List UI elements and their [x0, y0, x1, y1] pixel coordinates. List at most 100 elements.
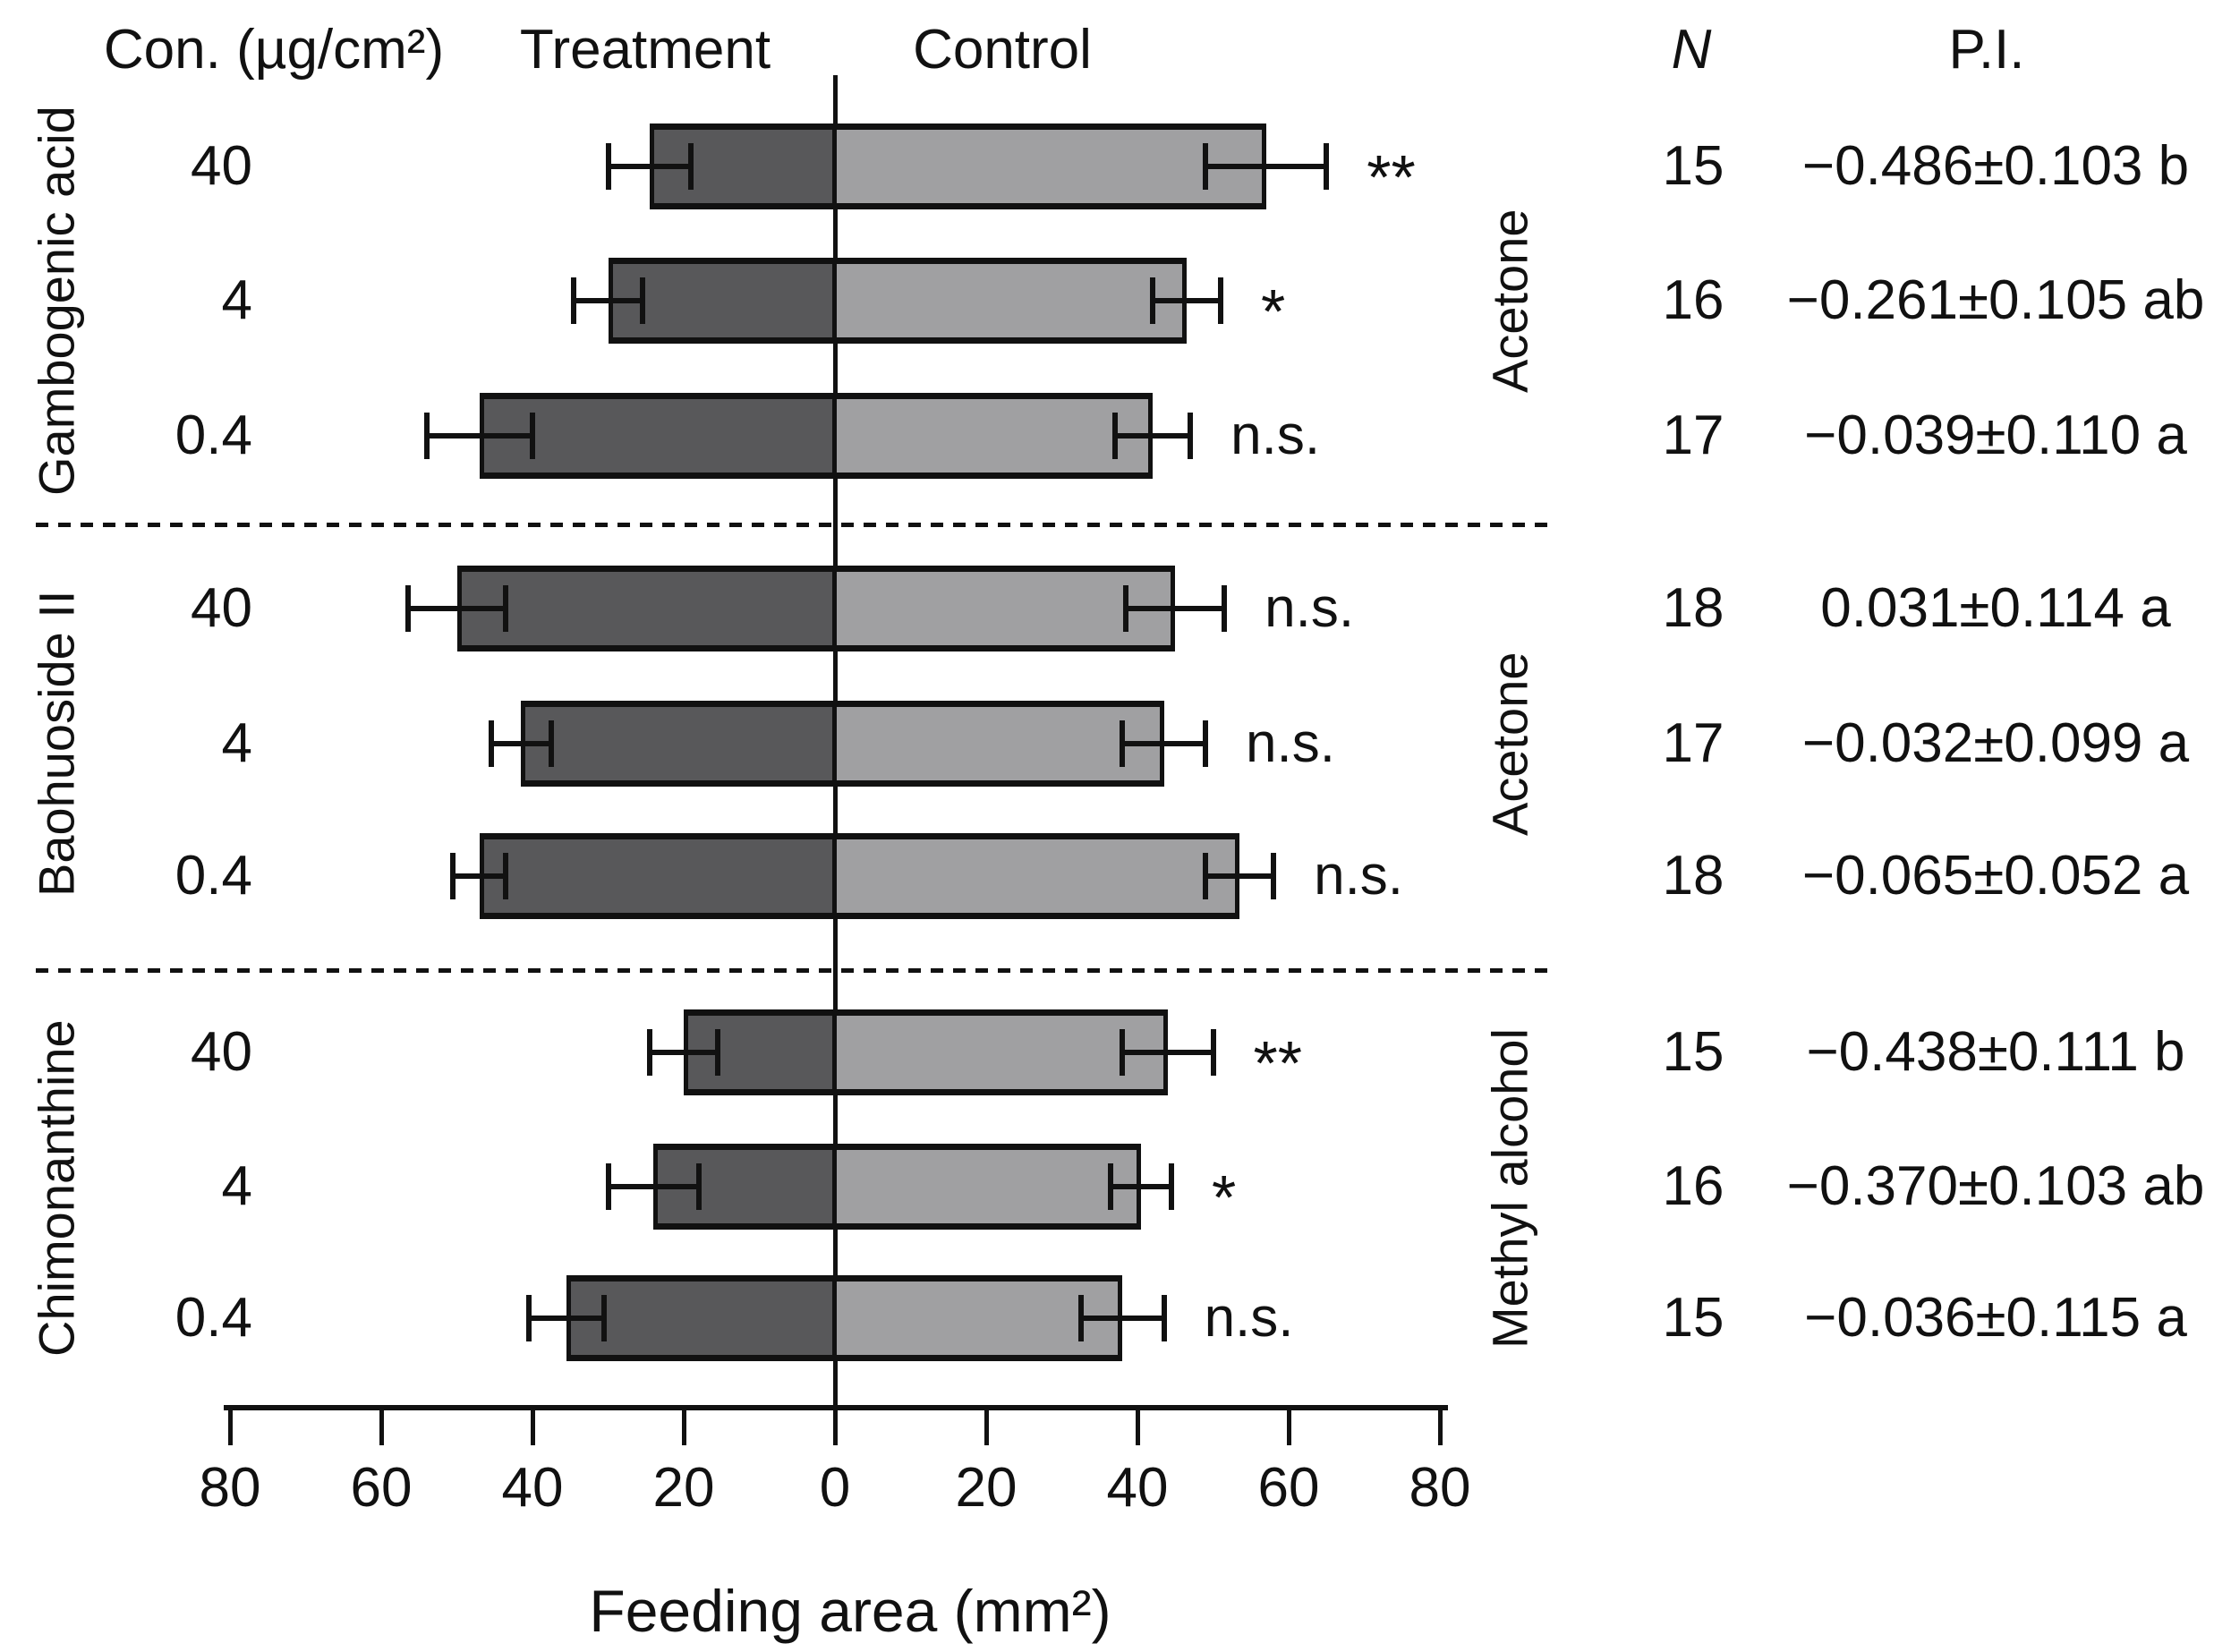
treatment-error-whisker	[649, 1050, 719, 1055]
significance-label: **	[1367, 142, 1416, 212]
control-error-cap-inner	[1123, 585, 1129, 632]
control-error-whisker	[1114, 433, 1191, 439]
treatment-error-cap-inner	[715, 1029, 721, 1076]
control-error-cap-inner	[1077, 1295, 1084, 1341]
treatment-error-cap-outer	[488, 720, 494, 767]
x-axis-tick-label: 20	[955, 1457, 1018, 1519]
x-axis-tick	[379, 1405, 384, 1445]
significance-label: n.s.	[1246, 712, 1335, 774]
x-axis-tick	[531, 1405, 535, 1445]
header-pi: P.I.	[1948, 19, 2025, 81]
x-axis-tick-label: 60	[1257, 1457, 1320, 1519]
x-axis-title: Feeding area (mm²)	[589, 1578, 1111, 1644]
control-error-whisker	[1080, 1316, 1164, 1321]
x-axis-tick-label: 40	[1106, 1457, 1169, 1519]
control-error-cap-inner	[1108, 1163, 1114, 1210]
solvent-label: Methyl alcohol	[1481, 1028, 1538, 1349]
treatment-bar	[608, 258, 838, 344]
concentration-label: 0.4	[175, 845, 252, 907]
treatment-bar	[456, 566, 838, 651]
treatment-error-cap-inner	[639, 277, 645, 324]
solvent-label: Acetone	[1481, 651, 1538, 836]
concentration-label: 0.4	[175, 1287, 252, 1349]
pi-value: 0.031±0.114 a	[1820, 577, 2171, 639]
x-axis-tick	[984, 1405, 989, 1445]
pi-value: −0.438±0.111 b	[1806, 1021, 2185, 1083]
treatment-bar	[479, 393, 838, 479]
n-value: 17	[1662, 712, 1724, 774]
control-error-cap-outer	[1271, 853, 1277, 899]
control-error-whisker	[1152, 298, 1221, 303]
header-concentration: Con. (µg/cm²)	[103, 19, 445, 81]
control-bar	[832, 1009, 1168, 1095]
header-treatment: Treatment	[519, 19, 771, 81]
significance-label: *	[1260, 277, 1286, 346]
treatment-bar	[566, 1275, 838, 1361]
treatment-error-whisker	[453, 873, 507, 879]
treatment-error-whisker	[528, 1316, 605, 1321]
solvent-label: Acetone	[1481, 209, 1538, 393]
control-bar	[832, 701, 1164, 787]
control-error-cap-outer	[1188, 413, 1194, 459]
treatment-error-cap-inner	[530, 413, 535, 459]
control-error-whisker	[1205, 873, 1274, 879]
x-axis-tick-label: 20	[652, 1457, 715, 1519]
treatment-error-cap-outer	[525, 1295, 532, 1341]
x-axis-tick-label: 80	[1409, 1457, 1471, 1519]
control-error-cap-outer	[1203, 720, 1209, 767]
concentration-label: 4	[221, 1155, 252, 1217]
treatment-error-cap-inner	[503, 585, 509, 632]
treatment-error-cap-outer	[571, 277, 577, 324]
treatment-error-cap-inner	[601, 1295, 608, 1341]
concentration-label: 40	[191, 135, 252, 197]
control-error-cap-inner	[1203, 853, 1209, 899]
n-value: 15	[1662, 135, 1724, 197]
n-value: 17	[1662, 404, 1724, 466]
control-bar	[832, 123, 1266, 209]
x-axis-tick-label: 0	[819, 1457, 851, 1519]
treatment-error-cap-outer	[450, 853, 456, 899]
pi-value: −0.370±0.103 ab	[1786, 1155, 2205, 1217]
pi-value: −0.261±0.105 ab	[1786, 269, 2205, 331]
group-divider	[36, 968, 1550, 973]
significance-label: n.s.	[1265, 577, 1355, 639]
concentration-label: 40	[191, 1021, 252, 1083]
treatment-error-cap-inner	[549, 720, 555, 767]
treatment-error-cap-inner	[503, 853, 509, 899]
control-error-cap-outer	[1210, 1029, 1216, 1076]
x-axis-tick	[228, 1405, 233, 1445]
control-bar	[832, 393, 1153, 479]
significance-label: n.s.	[1204, 1287, 1294, 1349]
control-error-cap-outer	[1217, 277, 1223, 324]
x-axis-tick	[1287, 1405, 1291, 1445]
control-bar	[832, 1275, 1123, 1361]
significance-label: **	[1253, 1028, 1302, 1098]
control-error-whisker	[1126, 606, 1225, 611]
n-value: 18	[1662, 845, 1724, 907]
treatment-error-whisker	[426, 433, 532, 439]
x-axis-tick	[1136, 1405, 1140, 1445]
treatment-bar	[479, 833, 838, 919]
header-n: N	[1671, 19, 1712, 81]
treatment-error-cap-outer	[605, 143, 611, 190]
x-axis-tick-label: 60	[350, 1457, 413, 1519]
treatment-error-whisker	[407, 606, 507, 611]
treatment-bar	[521, 701, 838, 787]
pi-value: −0.036±0.115 a	[1804, 1287, 2187, 1349]
control-bar	[832, 1144, 1142, 1230]
treatment-error-cap-outer	[423, 413, 430, 459]
pi-value: −0.486±0.103 b	[1801, 135, 2190, 197]
n-value: 15	[1662, 1021, 1724, 1083]
significance-label: n.s.	[1314, 845, 1404, 907]
x-axis-tick-label: 80	[199, 1457, 261, 1519]
treatment-error-whisker	[608, 164, 692, 169]
control-bar	[832, 833, 1240, 919]
treatment-error-whisker	[574, 298, 643, 303]
treatment-error-cap-outer	[605, 1163, 611, 1210]
control-error-cap-inner	[1203, 143, 1209, 190]
treatment-error-cap-outer	[404, 585, 411, 632]
control-error-cap-outer	[1161, 1295, 1167, 1341]
control-bar	[832, 258, 1187, 344]
